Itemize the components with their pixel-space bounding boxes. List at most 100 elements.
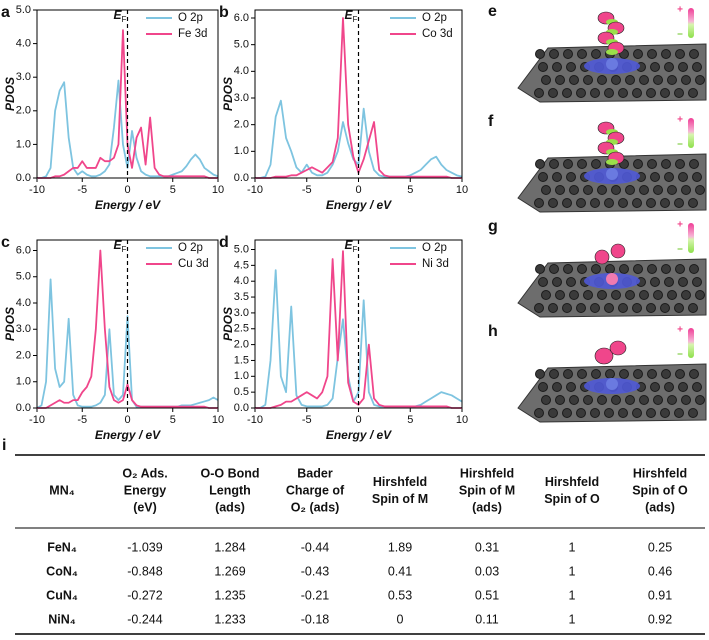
carbon-atom (664, 382, 674, 392)
oxygen-atom (594, 249, 610, 265)
x-axis-label: Energy / eV (326, 428, 392, 442)
carbon-atom (535, 369, 545, 379)
fermi-subscript: F (353, 245, 358, 254)
legend-label: O 2p (178, 242, 203, 254)
carbon-atom (678, 62, 688, 72)
carbon-atom (619, 264, 629, 274)
column-header: Spin of O (632, 483, 688, 497)
panel-label: f (488, 113, 494, 130)
column-header: Spin of O (544, 492, 600, 506)
scale-minus: – (677, 244, 683, 255)
column-header: Spin of M (372, 492, 428, 506)
spin-scale (688, 8, 694, 38)
carbon-atom (548, 88, 558, 98)
carbon-atom (611, 185, 621, 195)
carbon-atom (692, 382, 702, 392)
x-tick-label: -10 (247, 184, 263, 196)
carbon-atom (597, 395, 607, 405)
x-tick-label: -10 (29, 414, 45, 426)
carbon-atom (604, 88, 614, 98)
carbon-atom (646, 408, 656, 418)
carbon-atom (639, 75, 649, 85)
carbon-atom (566, 62, 576, 72)
y-tick-label: 0.0 (16, 402, 31, 414)
carbon-atom (695, 185, 705, 195)
carbon-atom (639, 290, 649, 300)
panel-label: g (488, 218, 498, 235)
y-tick-label: 0.0 (234, 172, 249, 184)
panel-label: e (488, 3, 497, 20)
fermi-subscript: F (353, 15, 358, 24)
carbon-atom (650, 277, 660, 287)
carbon-atom (591, 159, 601, 169)
carbon-atom (535, 159, 545, 169)
column-header: O₂ Ads. (122, 466, 167, 480)
carbon-atom (541, 395, 551, 405)
carbon-atom (695, 395, 705, 405)
table-cell: 0.41 (388, 564, 412, 578)
carbon-atom (661, 264, 671, 274)
carbon-atom (583, 395, 593, 405)
panel-label: d (219, 234, 229, 251)
y-tick-label: 0.5 (234, 386, 249, 398)
table-cell: 0.11 (475, 612, 498, 626)
x-tick-label: 5 (170, 414, 176, 426)
spin-scale (688, 118, 694, 148)
panel-label: h (488, 323, 498, 340)
y-tick-label: 3.5 (234, 291, 249, 303)
carbon-atom (619, 369, 629, 379)
y-tick-label: 6.0 (16, 244, 31, 256)
x-tick-label: 5 (170, 184, 176, 196)
carbon-atom (576, 408, 586, 418)
carbon-atom (549, 49, 559, 59)
carbon-atom (681, 290, 691, 300)
carbon-atom (590, 198, 600, 208)
carbon-atom (541, 75, 551, 85)
x-axis-label: Energy / eV (326, 198, 392, 212)
column-header: O-O Bond (200, 466, 259, 480)
carbon-atom (692, 62, 702, 72)
oxygen-atom (609, 340, 627, 356)
y-axis-label: PDOS (3, 307, 17, 341)
carbon-atom (692, 277, 702, 287)
scale-minus: – (677, 139, 683, 150)
structure-image (517, 121, 707, 213)
carbon-atom (590, 303, 600, 313)
y-tick-label: 1.5 (234, 354, 249, 366)
carbon-atom (674, 198, 684, 208)
carbon-atom (633, 159, 643, 169)
carbon-atom (576, 88, 586, 98)
y-tick-label: 4.5 (234, 259, 249, 271)
carbon-atom (632, 88, 642, 98)
legend-label: Cu 3d (178, 258, 209, 270)
carbon-atom (632, 198, 642, 208)
carbon-atom (678, 382, 688, 392)
scale-plus: + (677, 220, 683, 231)
carbon-atom (695, 290, 705, 300)
carbon-atom (534, 198, 544, 208)
carbon-atom (611, 395, 621, 405)
carbon-atom (688, 88, 698, 98)
carbon-atom (576, 198, 586, 208)
carbon-atom (591, 264, 601, 274)
x-axis-label: Energy / eV (95, 198, 161, 212)
pdos-line (37, 249, 218, 409)
structure-image (517, 243, 707, 318)
x-tick-label: 0 (355, 184, 361, 196)
x-tick-label: 10 (212, 414, 224, 426)
x-tick-label: -5 (302, 184, 312, 196)
carbon-atom (583, 290, 593, 300)
carbon-atom (647, 159, 657, 169)
carbon-atom (563, 159, 573, 169)
carbon-atom (618, 198, 628, 208)
legend-label: Fe 3d (178, 28, 207, 40)
y-tick-label: 0.0 (234, 402, 249, 414)
carbon-atom (660, 198, 670, 208)
carbon-atom (660, 408, 670, 418)
table-cell: 0.03 (475, 564, 499, 578)
carbon-atom (549, 369, 559, 379)
carbon-atom (689, 264, 699, 274)
column-header: O₂ (ads) (291, 500, 340, 514)
table-cell: 1.235 (214, 588, 245, 602)
carbon-atom (534, 88, 544, 98)
